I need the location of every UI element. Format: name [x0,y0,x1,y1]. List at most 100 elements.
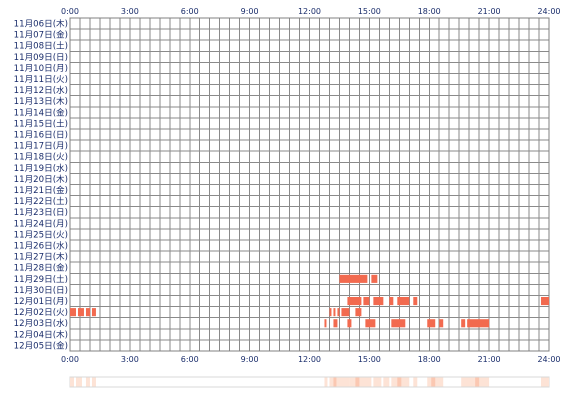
row-label: 11月22日(土) [14,195,68,207]
summary-segment [383,377,390,387]
row-label: 12月01日(月) [14,296,68,307]
activity-bar [389,297,394,306]
row-label: 11月15日(土) [14,117,68,129]
summary-segment [324,377,328,387]
x-tick-label-top: 12:00 [298,7,321,16]
row-label: 12月05日(金) [14,339,68,351]
activity-bar [333,308,336,317]
x-tick-label-bottom: 9:00 [241,355,259,364]
summary-segment [541,377,549,387]
x-tick-label-top: 3:00 [121,7,139,16]
plot-border [69,17,550,352]
activity-bar [439,319,444,328]
row-label: 11月10日(月) [14,63,68,74]
grid [69,17,550,352]
activity-bar [333,319,338,328]
summary-segment [373,377,382,387]
activity-bar [339,274,368,283]
x-tick-label-top: 21:00 [478,7,501,16]
summary-segment [333,377,337,387]
x-tick-label-top: 0:00 [61,7,79,16]
summary-segment [349,377,372,387]
x-tick-label-bottom: 0:00 [61,355,79,364]
row-label: 11月25日(火) [14,229,68,240]
activity-bar [461,319,466,328]
row-label: 12月04日(木) [14,328,68,340]
x-tick-label-top: 9:00 [241,7,259,16]
x-tick-label-top: 15:00 [358,7,381,16]
x-tick-label-top: 18:00 [418,7,441,16]
row-label: 11月19日(水) [14,162,68,174]
row-label: 11月21日(金) [14,184,68,196]
activity-bar [363,297,370,306]
activity-bar [70,308,76,317]
summary-segment [427,377,444,387]
activity-bar [355,308,362,317]
row-label: 11月28日(金) [14,262,68,274]
row-label: 11月23日(日) [14,207,68,218]
summary-segment [75,377,82,387]
row-label: 11月09日(日) [14,52,68,63]
summary-segment [91,377,96,387]
x-tick-label-bottom: 12:00 [298,355,321,364]
activity-bar [541,297,549,306]
activity-bar [427,319,436,328]
row-label: 11月14日(金) [14,106,68,118]
activity-bar [337,308,340,317]
row-label: 11月27日(木) [14,251,68,263]
summary-segment [355,377,360,387]
x-axis-top: 0:00 3:00 6:00 9:00 12:00 15:00 18:00 21:00 24:0… [61,7,561,16]
activity-bar [371,274,378,283]
row-label: 11月29日(土) [14,273,68,285]
row-label: 11月18日(火) [14,152,68,163]
activity-bar [391,319,406,328]
summary-strip [69,376,550,388]
x-tick-label-bottom: 18:00 [418,355,441,364]
row-label: 11月26日(水) [14,240,68,252]
row-label: 11月07日(金) [14,29,68,41]
activity-bar [91,308,96,317]
x-tick-label-top: 24:00 [537,7,560,16]
activity-bars [70,274,549,328]
row-label: 11月12日(水) [14,84,68,96]
x-axis-bottom: 0:00 3:00 6:00 9:00 12:00 15:00 18:00 21:00 24:0… [61,355,561,364]
activity-bar [397,297,410,306]
summary-segment [413,377,418,387]
row-label: 11月11日(火) [14,74,68,85]
summary-segment [475,377,480,387]
x-tick-label-bottom: 6:00 [181,355,199,364]
row-label: 11月24日(月) [14,218,68,229]
activity-bar [85,308,90,317]
activity-bar [347,319,352,328]
x-tick-label-bottom: 3:00 [121,355,139,364]
activity-bar [365,319,376,328]
activity-bar [341,308,350,317]
activity-bar [324,319,327,328]
row-label: 11月08日(土) [14,40,68,52]
activity-bar [77,308,84,317]
summary-segment [431,377,436,387]
activity-bar [373,297,384,306]
summary-segment [70,377,74,387]
activity-bar [347,297,362,306]
x-tick-label-bottom: 21:00 [478,355,501,364]
x-tick-label-bottom: 15:00 [358,355,381,364]
row-label: 11月06日(木) [14,18,68,30]
activity-bar [413,297,418,306]
row-label: 11月20日(木) [14,173,68,185]
row-label: 11月16日(日) [14,130,68,141]
x-tick-label-top: 6:00 [181,7,199,16]
row-label: 11月13日(木) [14,95,68,107]
summary-segment [397,377,402,387]
summary-segment [329,377,350,387]
summary-segment [85,377,90,387]
row-label: 12月03日(水) [14,317,68,329]
row-label: 11月30日(日) [14,285,68,296]
x-tick-label-bottom: 24:00 [537,355,560,364]
row-label: 11月17日(月) [14,141,68,152]
activity-bar [329,308,332,317]
row-label: 12月02日(火) [14,307,68,318]
activity-bar [467,319,490,328]
y-axis-labels: 11月06日(木)11月07日(金)11月08日(土)11月09日(日)11月1… [14,18,68,352]
